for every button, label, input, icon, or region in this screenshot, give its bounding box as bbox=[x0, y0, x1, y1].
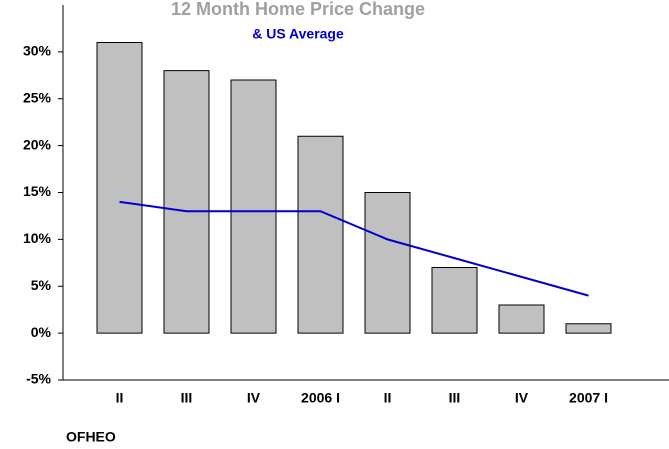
y-tick-label: 0% bbox=[31, 324, 52, 340]
x-tick-label: II bbox=[116, 390, 124, 406]
x-tick-label: IV bbox=[247, 390, 261, 406]
x-tick-label: II bbox=[384, 390, 392, 406]
y-tick-label: 20% bbox=[23, 136, 52, 152]
bar bbox=[565, 323, 612, 334]
chart-title: 12 Month Home Price Change bbox=[171, 0, 425, 19]
bar bbox=[230, 79, 277, 334]
y-tick-label: 5% bbox=[31, 277, 52, 293]
bar bbox=[96, 42, 143, 334]
bar bbox=[297, 135, 344, 334]
chart-subtitle: & US Average bbox=[252, 26, 344, 42]
x-tick-label: 2006 I bbox=[301, 390, 340, 406]
x-tick-label: IV bbox=[515, 390, 529, 406]
bar bbox=[431, 267, 478, 334]
x-tick-label: III bbox=[449, 390, 461, 406]
x-tick-label: III bbox=[181, 390, 193, 406]
y-tick-label: 25% bbox=[23, 89, 52, 105]
x-tick-label: 2007 I bbox=[569, 390, 608, 406]
y-tick-label: -5% bbox=[26, 371, 51, 387]
y-tick-label: 30% bbox=[23, 43, 52, 59]
y-tick-label: 10% bbox=[23, 230, 52, 246]
bar bbox=[498, 304, 545, 334]
line bbox=[119, 200, 589, 297]
source: OFHEO bbox=[66, 429, 116, 445]
y-tick-label: 15% bbox=[23, 183, 52, 199]
bar bbox=[364, 192, 411, 334]
bar bbox=[163, 70, 210, 334]
